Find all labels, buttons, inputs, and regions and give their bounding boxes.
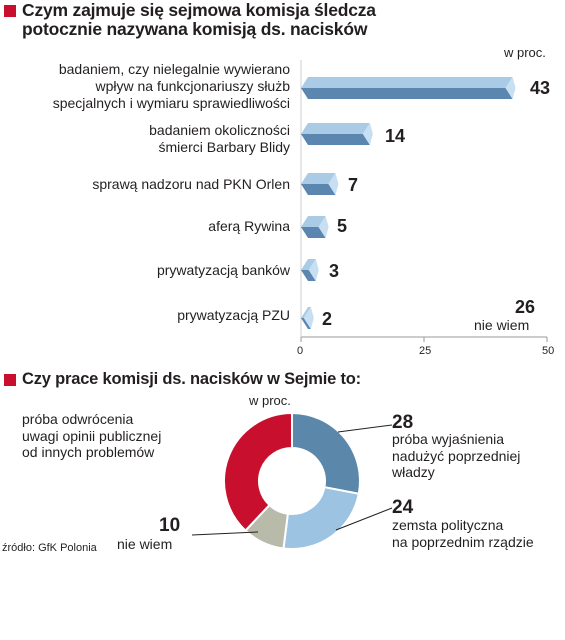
pie-slice-label: nie wiem xyxy=(117,536,173,552)
section2-marker xyxy=(4,374,16,386)
x-tick-label: 0 xyxy=(297,345,304,357)
bar xyxy=(301,123,373,145)
bar-face xyxy=(301,77,513,88)
dont-know-label: nie wiem xyxy=(474,317,530,333)
x-tick-label: 25 xyxy=(419,345,432,357)
bar-face xyxy=(301,123,370,134)
leader-line xyxy=(337,424,393,433)
bar-value-label: 2 xyxy=(322,309,333,329)
pie-slice-label: próba odwrócenia uwagi opinii publicznej o… xyxy=(22,411,162,460)
bar-face xyxy=(301,134,370,145)
bar-label: badaniem okoliczności śmierci Barbary Bli… xyxy=(149,122,290,155)
bar-label: badaniem, czy nielegalnie wywierano wpływ… xyxy=(52,61,290,111)
bar xyxy=(301,216,329,238)
bar-label: sprawą nadzoru nad PKN Orlen xyxy=(92,176,290,192)
pie-slice xyxy=(223,411,293,532)
pie-slice-label: próba wyjaśnienia nadużyć poprzedniej wład… xyxy=(392,431,521,480)
source-note: źródło: GfK Polonia xyxy=(2,542,97,554)
pie-slice-label: zemsta polityczna na poprzednim rządzie xyxy=(392,517,534,550)
bar-face xyxy=(301,307,311,318)
leader-line xyxy=(191,531,259,536)
pie-value-label: 28 xyxy=(392,412,414,433)
bar-face xyxy=(301,227,326,238)
pie-value-label: 10 xyxy=(159,515,181,536)
bar-face xyxy=(301,216,326,227)
chart2-unit: w proc. xyxy=(249,393,291,408)
bar-value-label: 3 xyxy=(329,261,340,281)
bar-label: prywatyzacją PZU xyxy=(177,307,290,323)
bar-label: prywatyzacją banków xyxy=(156,262,290,278)
x-tick-label: 50 xyxy=(542,345,555,357)
bar xyxy=(301,173,339,195)
bar-face xyxy=(301,259,316,270)
bar-value-label: 14 xyxy=(385,126,406,146)
bar xyxy=(301,259,319,281)
bar-face xyxy=(328,173,339,195)
bar-face xyxy=(301,184,336,195)
chart1-title: Czym zajmuje się sejmowa komisja śledcza… xyxy=(22,0,376,39)
bar-value-label: 43 xyxy=(530,78,551,98)
bar-face xyxy=(308,259,319,281)
pie-slice xyxy=(291,411,361,495)
bar-face xyxy=(301,173,336,184)
bar-face xyxy=(301,318,311,329)
bar-face xyxy=(362,123,373,145)
dont-know-value: 26 xyxy=(515,297,536,317)
section1-marker xyxy=(4,5,16,17)
bar-label: aferą Rywina xyxy=(208,218,290,234)
bar-face xyxy=(505,77,516,99)
chart2-title: Czy prace komisji ds. nacisków w Sejmie … xyxy=(22,370,361,388)
bar-face xyxy=(318,216,329,238)
pie-slice xyxy=(282,486,360,550)
bar-face xyxy=(301,88,513,99)
chart1-unit: w proc. xyxy=(504,45,546,60)
bar-face xyxy=(303,307,314,329)
bar-value-label: 7 xyxy=(348,175,359,195)
pie-value-label: 24 xyxy=(392,497,414,518)
leader-line xyxy=(335,507,393,531)
bar-face xyxy=(301,270,316,281)
bar xyxy=(301,77,516,99)
bar xyxy=(301,307,314,329)
bar-value-label: 5 xyxy=(337,216,348,236)
